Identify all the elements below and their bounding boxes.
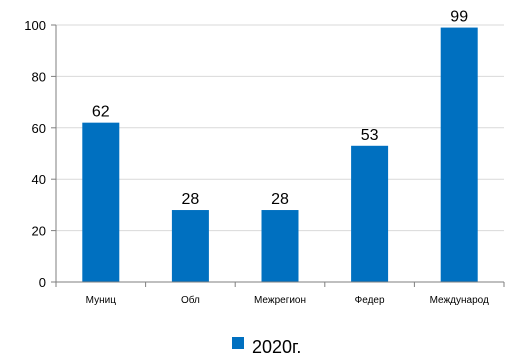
x-tick-label: Федер: [355, 295, 385, 306]
data-label: 28: [271, 191, 289, 208]
y-axis: 0 20 40 60 80 100: [24, 18, 57, 290]
y-tick-label: 0: [39, 275, 46, 290]
data-label: 62: [92, 104, 110, 121]
legend: 2020г.: [232, 337, 301, 354]
bar: [261, 210, 299, 282]
data-label: 53: [361, 127, 379, 144]
bar: [171, 210, 209, 282]
y-tick-label: 100: [24, 18, 46, 33]
y-tick-label: 20: [32, 224, 46, 239]
data-labels: 62 28 28 53 99: [92, 9, 468, 208]
x-tick-label: Муниц: [86, 295, 117, 306]
legend-label: 2020г.: [252, 337, 301, 354]
data-label: 28: [182, 191, 200, 208]
y-tick-label: 80: [32, 69, 46, 84]
bar: [440, 27, 478, 282]
y-tick-label: 60: [32, 121, 46, 136]
x-axis: Муниц Обл Межрегион Федер Международ: [55, 281, 505, 306]
x-tick-label: Обл: [181, 294, 200, 306]
x-tick-label: Межрегион: [254, 295, 306, 306]
bar: [351, 145, 389, 282]
bars: [82, 27, 478, 282]
bar: [82, 122, 120, 282]
y-tick-label: 40: [32, 172, 46, 187]
x-tick-label: Международ: [430, 295, 489, 306]
data-label: 99: [450, 9, 468, 26]
legend-swatch: [232, 337, 244, 349]
